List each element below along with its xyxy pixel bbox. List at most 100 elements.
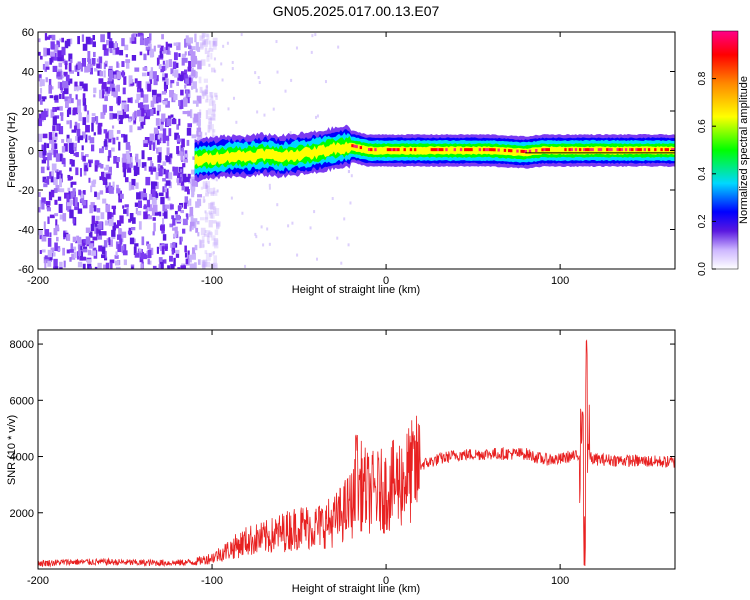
- noise-speckle: [66, 120, 70, 125]
- noise-speckle: [101, 254, 106, 259]
- noise-speckle: [49, 232, 52, 238]
- noise-speckle: [199, 240, 202, 248]
- faint-speckle: [314, 33, 317, 37]
- noise-speckle: [64, 60, 68, 66]
- noise-speckle: [66, 202, 69, 211]
- noise-speckle: [44, 61, 49, 70]
- noise-speckle: [121, 102, 127, 111]
- noise-speckle: [164, 73, 168, 78]
- noise-speckle: [153, 78, 158, 86]
- noise-speckle: [198, 135, 202, 141]
- noise-speckle: [149, 33, 152, 41]
- noise-speckle: [208, 220, 213, 228]
- noise-speckle: [103, 240, 108, 248]
- noise-speckle: [195, 201, 200, 208]
- noise-speckle: [165, 204, 170, 209]
- noise-speckle: [147, 249, 152, 259]
- bottom-x-axis-ticks: -200 -100 0 100: [27, 330, 569, 587]
- noise-speckle: [46, 207, 51, 212]
- noise-speckle: [202, 181, 208, 189]
- noise-speckle: [93, 94, 96, 98]
- noise-speckle: [102, 104, 108, 113]
- faint-speckle: [350, 174, 353, 178]
- noise-speckle: [42, 63, 45, 70]
- noise-speckle: [92, 236, 98, 241]
- noise-speckle: [153, 127, 159, 134]
- noise-speckle: [158, 168, 163, 177]
- noise-speckle: [149, 70, 153, 80]
- noise-speckle: [38, 151, 43, 158]
- noise-speckle: [180, 173, 183, 178]
- noise-speckle: [61, 157, 66, 165]
- faint-speckle: [216, 189, 219, 193]
- faint-speckle: [262, 243, 265, 247]
- hot-spot: [624, 148, 628, 152]
- noise-speckle: [180, 236, 183, 242]
- noise-speckle: [152, 167, 157, 172]
- noise-speckle: [92, 34, 96, 41]
- noise-speckle: [206, 55, 210, 62]
- noise-speckle: [157, 147, 162, 153]
- noise-speckle: [149, 50, 154, 58]
- noise-speckle: [212, 220, 217, 224]
- noise-speckle: [116, 61, 119, 68]
- noise-speckle: [100, 212, 105, 220]
- noise-speckle: [182, 228, 186, 234]
- noise-speckle: [64, 96, 69, 102]
- noise-speckle: [189, 109, 193, 119]
- noise-speckle: [139, 51, 143, 56]
- noise-speckle: [186, 127, 192, 136]
- hot-spot: [578, 148, 582, 152]
- noise-speckle: [45, 66, 50, 70]
- noise-speckle: [137, 126, 142, 131]
- noise-speckle: [212, 242, 218, 247]
- noise-speckle: [107, 81, 112, 85]
- noise-speckle: [136, 210, 142, 216]
- noise-speckle: [41, 96, 47, 100]
- hot-spot: [497, 148, 500, 152]
- noise-speckle: [152, 231, 155, 236]
- noise-speckle: [156, 75, 159, 81]
- noise-speckle: [161, 34, 164, 40]
- noise-speckle: [161, 113, 166, 122]
- noise-speckle: [53, 266, 56, 269]
- noise-speckle: [197, 194, 203, 198]
- noise-speckle: [105, 86, 108, 92]
- snr-series-line: [38, 339, 675, 568]
- noise-speckle: [149, 76, 153, 84]
- noise-speckle: [42, 150, 47, 156]
- noise-speckle: [177, 205, 181, 212]
- noise-speckle: [59, 126, 64, 134]
- noise-speckle: [106, 39, 110, 46]
- noise-speckle: [122, 87, 126, 95]
- bottom-plot-frame: [37, 329, 676, 570]
- noise-speckle: [182, 218, 188, 226]
- faint-speckle: [289, 131, 292, 135]
- noise-speckle: [208, 232, 213, 236]
- noise-speckle: [209, 213, 213, 219]
- noise-speckle: [188, 45, 192, 50]
- noise-speckle: [104, 144, 108, 150]
- noise-speckle: [80, 193, 84, 199]
- noise-speckle: [116, 188, 121, 194]
- noise-speckle: [159, 244, 163, 252]
- noise-speckle: [44, 255, 50, 260]
- noise-speckle: [116, 184, 119, 192]
- noise-speckle: [116, 110, 122, 117]
- noise-speckle: [146, 241, 150, 246]
- noise-speckle: [49, 95, 54, 99]
- top-y-tick-label: -60: [18, 264, 34, 276]
- noise-speckle: [68, 199, 73, 205]
- faint-speckle: [311, 34, 314, 38]
- noise-speckle: [212, 129, 216, 133]
- noise-speckle: [140, 252, 144, 260]
- noise-speckle: [205, 252, 211, 261]
- noise-speckle: [125, 161, 129, 170]
- noise-speckle: [170, 80, 175, 84]
- noise-speckle: [184, 252, 187, 258]
- noise-speckle: [161, 49, 167, 54]
- noise-speckle: [59, 214, 64, 220]
- noise-speckle: [184, 196, 189, 204]
- noise-speckle: [42, 133, 48, 139]
